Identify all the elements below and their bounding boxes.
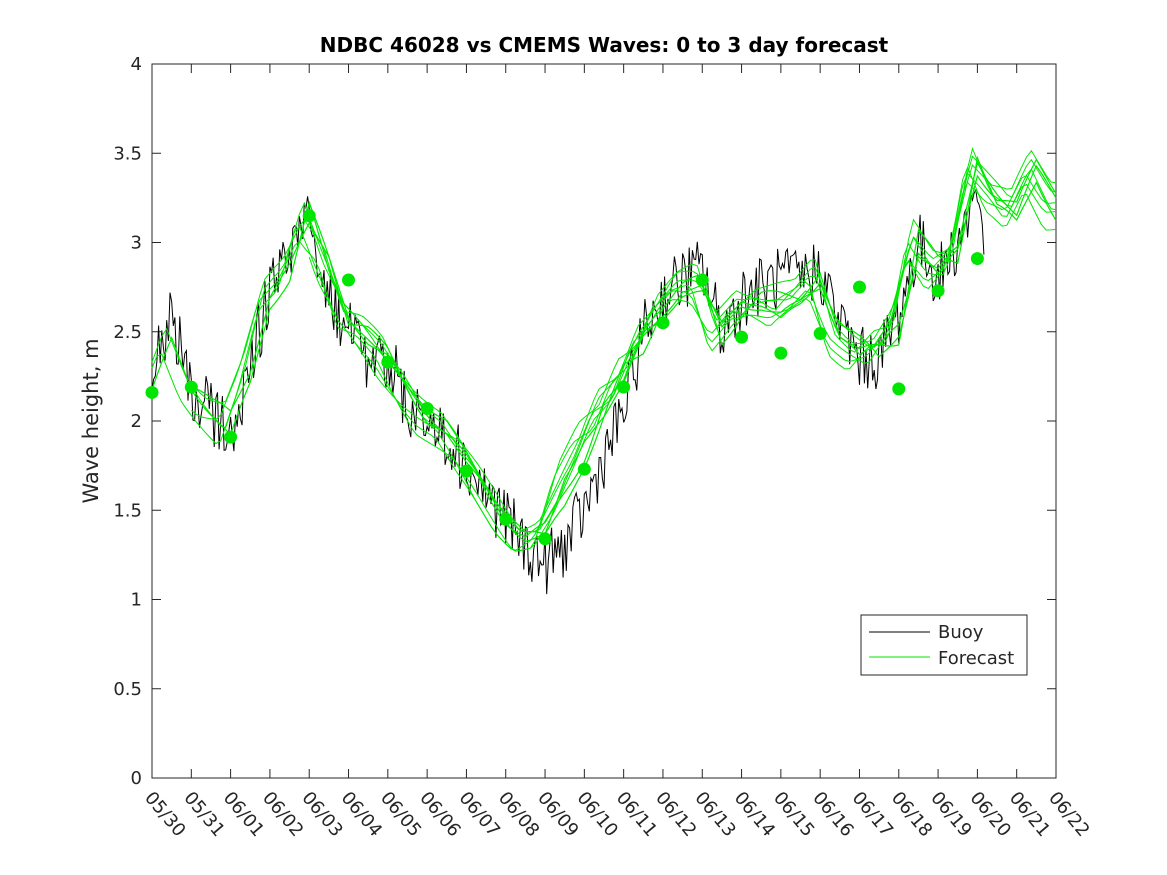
x-tick-label: 06/06 (415, 788, 464, 841)
x-tick-label: 06/19 (926, 788, 975, 841)
x-tick-label: 06/01 (219, 788, 268, 841)
forecast-marker (617, 380, 631, 394)
legend-box (860, 614, 1028, 676)
forecast-marker (302, 209, 316, 223)
forecast-marker (656, 316, 670, 330)
x-tick-label: 06/11 (612, 788, 661, 841)
y-tick-label: 0.5 (113, 679, 142, 700)
forecast-marker (577, 462, 591, 476)
forecast-marker (735, 330, 749, 344)
y-tick-label: 3 (131, 233, 142, 254)
forecast-marker (459, 464, 473, 478)
forecast-ensemble-line (190, 146, 1057, 533)
forecast-marker (970, 252, 984, 266)
x-tick-label: 06/12 (651, 788, 700, 841)
x-tick-label: 06/05 (376, 788, 425, 841)
x-tick-label: 06/14 (730, 788, 779, 841)
forecast-marker (538, 532, 552, 546)
x-tick-label: 06/18 (887, 788, 936, 841)
forecast-marker (420, 402, 434, 416)
y-tick-label: 1 (131, 590, 142, 611)
legend-forecast-label: Forecast (938, 648, 1014, 669)
axis-ticks (151, 63, 1057, 779)
forecast-marker (499, 512, 513, 526)
y-tick-labels: 0 0.5 1 1.5 2 2.5 3 3.5 4 (113, 54, 142, 789)
forecast-ensemble-line (308, 149, 1057, 532)
y-tick-label: 4 (131, 54, 142, 75)
legend-buoy-label: Buoy (938, 622, 984, 643)
x-tick-label: 06/04 (337, 788, 386, 841)
x-tick-label: 05/31 (179, 788, 228, 841)
forecast-marker (852, 280, 866, 294)
x-tick-label: 06/02 (258, 788, 307, 841)
x-tick-label: 06/03 (297, 788, 346, 841)
x-tick-label: 05/30 (140, 788, 189, 841)
forecast-ensemble-line (190, 166, 1057, 552)
y-tick-label: 2.5 (113, 322, 142, 343)
x-tick-label: 06/08 (494, 788, 543, 841)
x-tick-label: 06/10 (573, 788, 622, 841)
y-tick-label: 3.5 (113, 143, 142, 164)
marker-layer (145, 209, 984, 546)
forecast-marker (145, 385, 159, 399)
y-axis-label: Wave height, m (79, 338, 103, 503)
x-tick-label: 06/20 (966, 788, 1015, 841)
x-tick-label: 06/13 (690, 788, 739, 841)
x-tick-label: 06/15 (769, 788, 818, 841)
chart-title: NDBC 46028 vs CMEMS Waves: 0 to 3 day fo… (320, 33, 889, 57)
x-tick-label: 06/17 (848, 788, 897, 841)
buoy-series-line (151, 188, 985, 595)
forecast-marker (813, 327, 827, 341)
y-tick-label: 2 (131, 411, 142, 432)
forecast-series-line (191, 155, 1057, 535)
x-tick-label: 06/21 (1005, 788, 1054, 841)
series-layer (151, 146, 1057, 595)
x-tick-label: 06/16 (808, 788, 857, 841)
y-tick-label: 0 (131, 768, 142, 789)
x-tick-labels: 05/3005/3106/0106/0206/0306/0406/0506/06… (140, 788, 1093, 841)
forecast-marker (774, 346, 788, 360)
forecast-marker (224, 430, 238, 444)
legend: Buoy Forecast (860, 614, 1028, 676)
y-tick-label: 1.5 (113, 500, 142, 521)
forecast-ensemble-line (308, 174, 1057, 551)
x-tick-label: 06/22 (1044, 788, 1093, 841)
forecast-marker (695, 273, 709, 287)
forecast-marker (892, 382, 906, 396)
forecast-series-line (308, 158, 1057, 538)
forecast-marker (184, 380, 198, 394)
forecast-marker (342, 273, 356, 287)
forecast-marker (931, 284, 945, 298)
x-tick-label: 06/07 (455, 788, 504, 841)
forecast-marker (381, 355, 395, 369)
x-tick-label: 06/09 (533, 788, 582, 841)
